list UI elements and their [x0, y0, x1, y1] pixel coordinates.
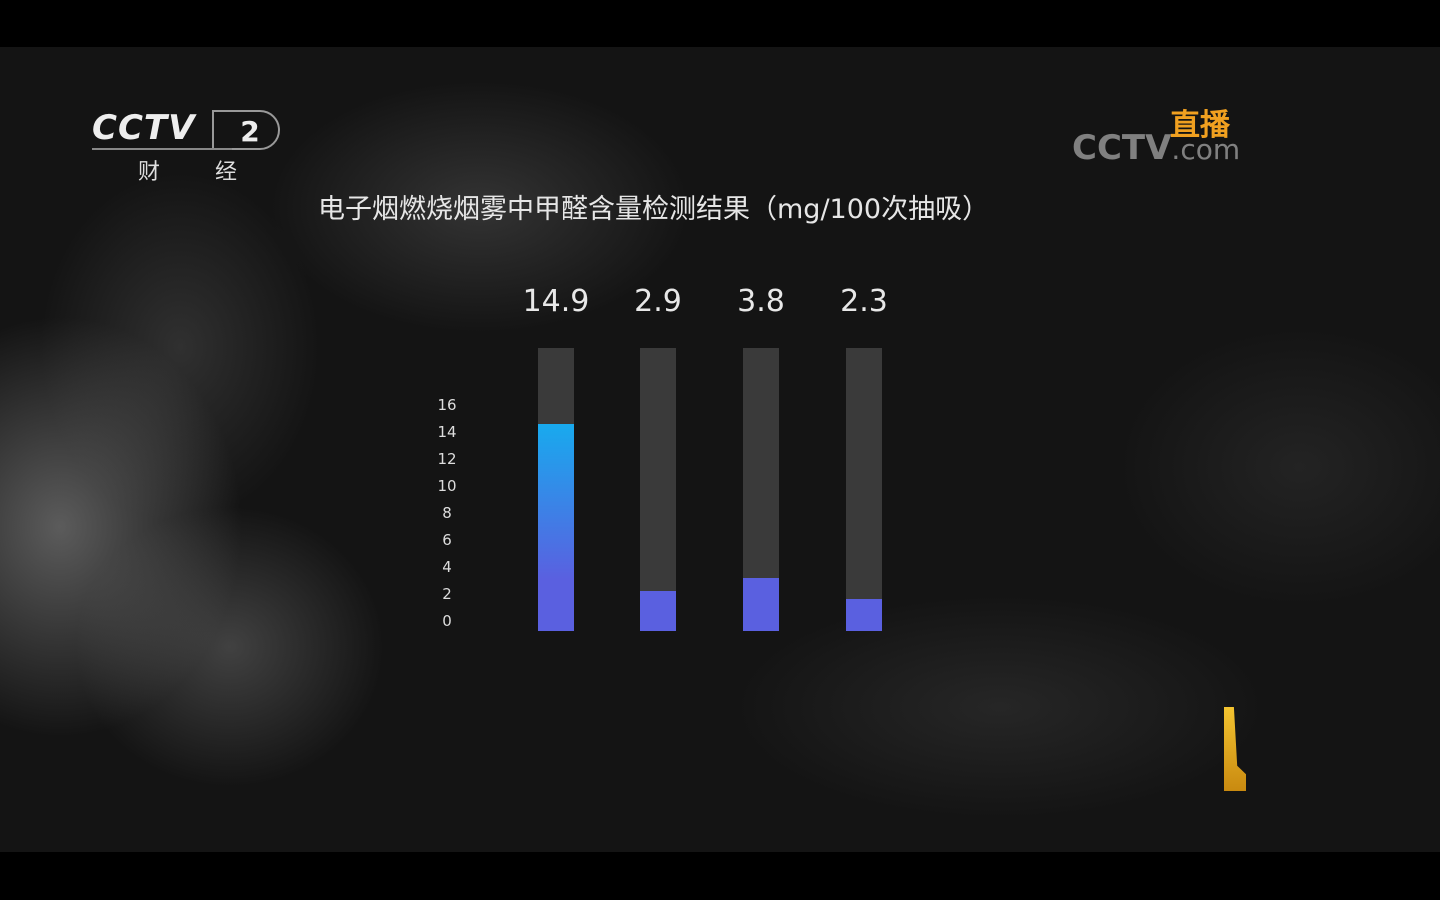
bar-track [743, 348, 779, 631]
y-tick-label: 12 [437, 450, 457, 468]
y-tick-label: 8 [442, 504, 452, 522]
bar-value-label: 14.9 [522, 284, 590, 319]
logo-channel-number: 2 [212, 110, 280, 150]
y-tick-label: 16 [437, 396, 457, 414]
bar [538, 423, 574, 631]
cctv2-logo: CCTV 2 财 经 [92, 108, 280, 185]
chart-title: 电子烟燃烧烟雾中甲醛含量检测结果（mg/100次抽吸） [318, 194, 990, 225]
bar-track [640, 348, 676, 631]
cctv-com-watermark: CCTV.com [1072, 128, 1240, 168]
bar [846, 599, 882, 631]
logo-underline [92, 148, 232, 150]
watermark-brand: CCTV [1072, 128, 1172, 168]
bar [743, 578, 779, 631]
logo-channel-name: 财 经 [138, 160, 261, 185]
y-tick-label: 10 [437, 477, 457, 495]
watermark-domain: .com [1171, 133, 1241, 166]
logo-brand: CCTV [92, 108, 196, 148]
live-badge: 直播 [1170, 108, 1230, 143]
y-tick-label: 0 [442, 612, 452, 630]
bar-track [538, 348, 574, 631]
y-tick-label: 6 [442, 531, 452, 549]
y-tick-label: 2 [442, 585, 452, 603]
bar-track [846, 348, 882, 631]
video-frame [0, 47, 1440, 852]
y-tick-label: 4 [442, 558, 452, 576]
bar [640, 590, 676, 631]
bar-value-label: 3.8 [737, 284, 785, 319]
y-tick-label: 14 [437, 423, 457, 441]
bar-value-label: 2.3 [840, 284, 888, 319]
bar-value-label: 2.9 [634, 284, 682, 319]
